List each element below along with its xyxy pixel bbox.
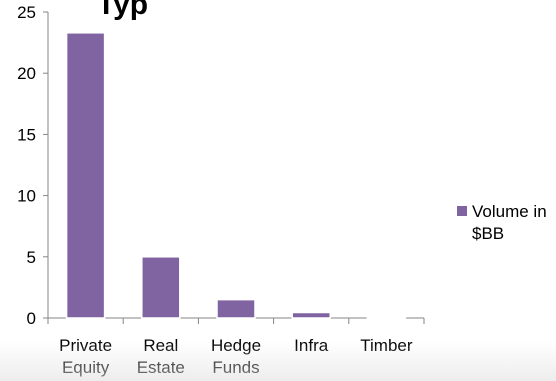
y-tick-label: 10 <box>17 187 36 206</box>
bottom-fade <box>0 341 556 381</box>
bar <box>141 256 181 319</box>
legend-label: Volume in <box>472 202 547 221</box>
chart-title: Typ <box>97 0 148 21</box>
legend: Volume in $BB <box>457 202 547 243</box>
bar <box>291 311 331 319</box>
y-tick-label: 5 <box>27 248 36 267</box>
chart-title-text: Typ <box>97 0 148 21</box>
bar <box>65 32 106 319</box>
legend-label: $BB <box>472 224 504 243</box>
y-tick-label: 20 <box>17 64 36 83</box>
y-tick-label: 25 <box>17 3 36 22</box>
y-tick-label: 15 <box>17 125 36 144</box>
bar <box>216 298 256 319</box>
y-axis-ticks: 0 5 10 15 20 25 <box>17 3 48 328</box>
y-tick-label: 0 <box>27 309 36 328</box>
bar <box>366 316 407 319</box>
bars <box>65 32 407 319</box>
legend-swatch <box>457 206 467 216</box>
